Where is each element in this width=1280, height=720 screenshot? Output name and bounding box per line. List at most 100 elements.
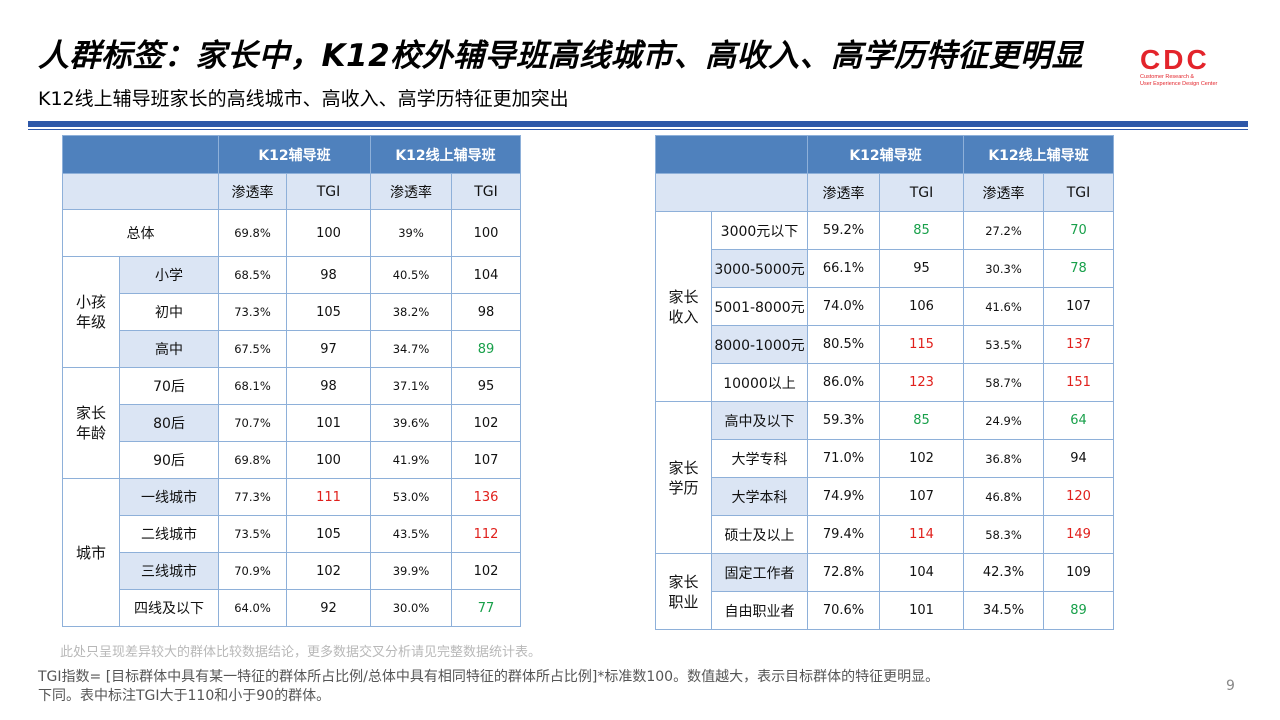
col-group-header: K12辅导班 <box>218 135 371 174</box>
table-row: 大学专科 71.0% 102 36.8% 94 <box>656 439 1114 478</box>
cell-value: 73.5% <box>218 515 287 553</box>
table-row: 大学本科 74.9% 107 46.8% 120 <box>656 477 1114 516</box>
cell-value: 149 <box>1043 515 1114 554</box>
left-data-table: K12辅导班 K12线上辅导班 渗透率 TGI 渗透率 TGI 总体 69.8%… <box>62 135 521 627</box>
cell-value: 30.3% <box>963 249 1044 288</box>
col-header: 渗透率 <box>963 173 1044 212</box>
cdc-logo: CDC Customer Research & User Experience … <box>1140 46 1230 92</box>
cell-value: 34.5% <box>963 591 1044 630</box>
table-row: 小孩 年级 小学 68.5% 98 40.5% 104 <box>62 256 521 368</box>
table-row: 10000以上 86.0% 123 58.7% 151 <box>656 363 1114 402</box>
cell-value: 68.1% <box>218 367 287 405</box>
header-divider <box>28 121 1248 127</box>
table-row: 城市 一线城市 77.3% 111 53.0% 136 <box>62 478 521 627</box>
cell-value: 85 <box>879 211 964 250</box>
cell-value: 102 <box>879 439 964 478</box>
cell-value: 74.9% <box>807 477 880 516</box>
cell-value: 53.5% <box>963 325 1044 364</box>
logo-line-2: User Experience Design Center <box>1140 81 1218 87</box>
group-label: 小孩 年级 <box>62 256 120 368</box>
cell-value: 136 <box>451 478 521 516</box>
table-row: 家长 学历 高中及以下 59.3% 85 24.9% 64 <box>655 401 1114 554</box>
logo-line-1: Customer Research & <box>1140 74 1195 80</box>
row-label: 硕士及以上 <box>711 515 808 554</box>
cell-value: 70.7% <box>218 404 287 442</box>
header-blank <box>62 173 219 210</box>
table-row: 3000-5000元 66.1% 95 30.3% 78 <box>656 249 1114 288</box>
cell-value: 98 <box>286 256 371 294</box>
cell-value: 69.8% <box>218 441 287 479</box>
cell-value: 112 <box>451 515 521 553</box>
header-blank <box>655 135 808 174</box>
cell-value: 98 <box>286 367 371 405</box>
cell-value: 107 <box>1043 287 1114 326</box>
cell-value: 58.7% <box>963 363 1044 402</box>
cell-value: 102 <box>451 552 521 590</box>
group-label: 家长 职业 <box>655 553 712 630</box>
cell-value: 40.5% <box>370 256 452 294</box>
table-row: 家长 收入 3000元以下 59.2% 85 27.2% 70 <box>655 211 1114 402</box>
cell-value: 105 <box>286 515 371 553</box>
cell-value: 115 <box>879 325 964 364</box>
cell-value: 27.2% <box>963 211 1044 250</box>
cell-value: 107 <box>879 477 964 516</box>
cell-value: 24.9% <box>963 401 1044 440</box>
row-label: 三线城市 <box>119 552 219 590</box>
cell-value: 70 <box>1043 211 1114 250</box>
cell-value: 59.3% <box>807 401 880 440</box>
row-label: 初中 <box>119 293 219 331</box>
cell-value: 97 <box>286 330 371 368</box>
cell-value: 77 <box>451 589 521 627</box>
cell-value: 80.5% <box>807 325 880 364</box>
row-label: 固定工作者 <box>711 553 808 592</box>
cell-value: 92 <box>286 589 371 627</box>
cell-value: 70.9% <box>218 552 287 590</box>
table-row: 家长 年龄 70后 68.1% 98 37.1% 95 <box>62 367 521 479</box>
group-label: 家长 收入 <box>655 211 712 402</box>
cell-value: 95 <box>879 249 964 288</box>
cell-value: 74.0% <box>807 287 880 326</box>
col-header: 渗透率 <box>370 173 452 210</box>
row-label: 大学本科 <box>711 477 808 516</box>
cell-value: 111 <box>286 478 371 516</box>
cell-value: 73.3% <box>218 293 287 331</box>
cell-value: 42.3% <box>963 553 1044 592</box>
cell-value: 30.0% <box>370 589 452 627</box>
data-note: 此处只呈现差异较大的群体比较数据结论，更多数据交叉分析请见完整数据统计表。 <box>60 645 542 660</box>
row-label: 80后 <box>119 404 219 442</box>
row-label: 10000以上 <box>711 363 808 402</box>
col-header: TGI <box>451 173 521 210</box>
cell-value: 69.8% <box>218 209 287 257</box>
row-label: 总体 <box>62 209 219 257</box>
tgi-footnote-line1: TGI指数= [目标群体中具有某一特征的群体所占比例/总体中具有相同特征的群体所… <box>38 669 940 685</box>
row-label: 3000-5000元 <box>711 249 808 288</box>
cell-value: 137 <box>1043 325 1114 364</box>
cell-value: 43.5% <box>370 515 452 553</box>
col-group-header: K12辅导班 <box>807 135 964 174</box>
logo-mark: CDC <box>1140 44 1210 75</box>
cell-value: 72.8% <box>807 553 880 592</box>
cell-value: 77.3% <box>218 478 287 516</box>
col-header: 渗透率 <box>218 173 287 210</box>
cell-value: 41.6% <box>963 287 1044 326</box>
col-group-header: K12线上辅导班 <box>370 135 521 174</box>
cell-value: 36.8% <box>963 439 1044 478</box>
cell-value: 39.6% <box>370 404 452 442</box>
cell-value: 41.9% <box>370 441 452 479</box>
cell-value: 38.2% <box>370 293 452 331</box>
cell-value: 100 <box>286 441 371 479</box>
cell-value: 123 <box>879 363 964 402</box>
cell-value: 120 <box>1043 477 1114 516</box>
row-label: 90后 <box>119 441 219 479</box>
header-divider-thin <box>28 129 1248 130</box>
cell-value: 67.5% <box>218 330 287 368</box>
cell-value: 34.7% <box>370 330 452 368</box>
cell-value: 102 <box>286 552 371 590</box>
cell-value: 100 <box>286 209 371 257</box>
cell-value: 78 <box>1043 249 1114 288</box>
table-row: 90后 69.8% 100 41.9% 107 <box>63 441 521 479</box>
cell-value: 151 <box>1043 363 1114 402</box>
row-label: 5001-8000元 <box>711 287 808 326</box>
page-number: 9 <box>1226 678 1235 694</box>
row-label: 四线及以下 <box>119 589 219 627</box>
